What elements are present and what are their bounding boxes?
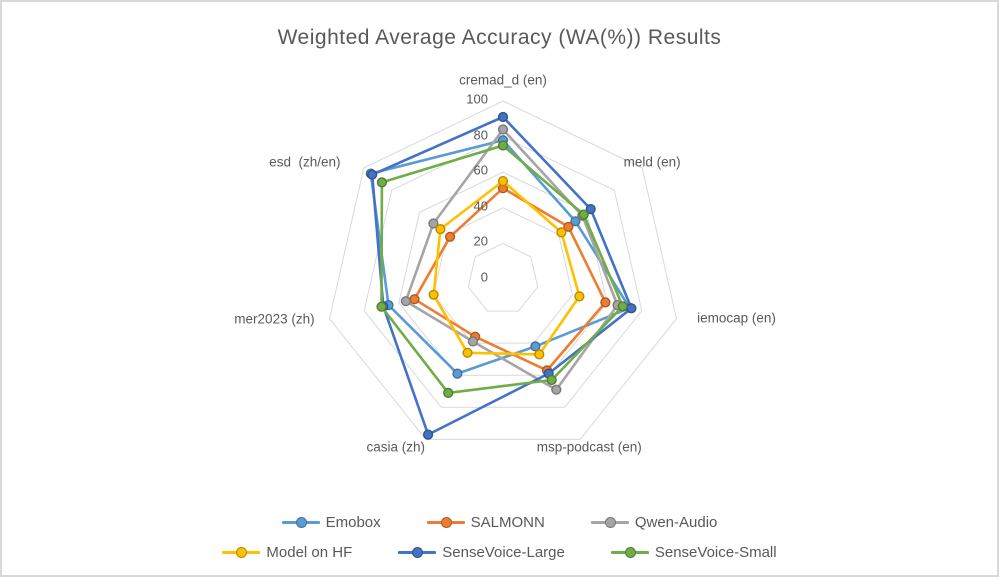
series-model-on-hf-marker-msp-podcast-en: [534, 349, 545, 360]
series-sensevoice-small-line: [380, 144, 625, 395]
series-qwen-audio-line: [404, 128, 619, 392]
legend-label-model-on-hf: Model on HF: [266, 544, 353, 561]
series-sensevoice-large-marker-cremad-d-en: [497, 111, 509, 123]
legend-line-marker-icon: [590, 517, 629, 528]
series-model-on-hf: [428, 176, 585, 360]
gridline-ring-100: [328, 100, 678, 440]
legend-item-sensevoice-small: SenseVoice-Small: [610, 544, 777, 561]
axis-label-meld-en: meld (en): [623, 154, 681, 170]
series-emobox-marker-meld-en: [570, 216, 581, 227]
series-salmonn-marker-meld-en: [563, 221, 574, 232]
series-emobox-marker-msp-podcast-en: [530, 341, 541, 352]
legend-label-emobox: Emobox: [325, 514, 381, 531]
legend-line-marker-icon: [610, 547, 649, 558]
series-sensevoice-small-marker-casia-zh: [443, 387, 454, 399]
series-sensevoice-large-marker-iemocap-en: [626, 303, 637, 314]
series-model-on-hf-marker-mer2023-zh: [428, 289, 439, 300]
legend-row-2: Model on HF SenseVoice-Large SenseVoice-Sm…: [222, 544, 777, 561]
series-sensevoice-large-marker-esd-zh-en: [367, 169, 378, 180]
series-salmonn-marker-iemocap-en: [600, 297, 611, 308]
series-sensevoice-small-marker-msp-podcast-en: [546, 374, 557, 386]
series-model-on-hf-marker-meld-en: [556, 227, 567, 238]
gridline-ring-80: [363, 136, 643, 408]
series-sensevoice-large: [367, 111, 637, 440]
legend-line-marker-icon: [222, 547, 261, 558]
legend-label-salmonn: SALMONN: [470, 514, 545, 531]
series-qwen-audio-marker-msp-podcast-en: [551, 384, 562, 395]
gridline-ring-20: [467, 242, 539, 312]
legend-label-sensevoice-large: SenseVoice-Large: [442, 544, 565, 561]
legend-line-marker-icon: [398, 547, 437, 558]
series-sensevoice-small-marker-meld-en: [578, 209, 589, 220]
legend-row-1: Emobox SALMONN Qwen-Audio: [281, 514, 718, 531]
legend-label-sensevoice-small: SenseVoice-Small: [654, 544, 777, 561]
chart-title: Weighted Average Accuracy (WA(%)) Result…: [277, 26, 722, 49]
series-model-on-hf-marker-casia-zh: [462, 347, 473, 358]
legend-line-marker-icon: [281, 517, 320, 528]
legend-label-qwen-audio: Qwen-Audio: [634, 514, 718, 531]
series-qwen-audio-marker-cremad-d-en: [497, 124, 509, 135]
axis-label-cremad-d-en: cremad_d (en): [459, 72, 547, 88]
axis-label-mer2023-zh: mer2023 (zh): [234, 311, 315, 327]
axis-label-esd-zh-en: esd (zh/en): [269, 154, 341, 170]
series-sensevoice-small-marker-mer2023-zh: [376, 301, 387, 312]
axis-label-casia-zh: casia (zh): [366, 439, 426, 455]
legend: Emobox SALMONN Qwen-Audio Model on HF SenseV…: [2, 514, 997, 561]
series-sensevoice-large-marker-meld-en: [585, 204, 596, 215]
series-sensevoice-small-marker-cremad-d-en: [497, 140, 509, 151]
legend-item-model-on-hf: Model on HF: [222, 544, 352, 561]
radial-tick-label-0: 0: [480, 269, 488, 285]
series-sensevoice-small-marker-esd-zh-en: [376, 177, 388, 188]
axis-label-msp-podcast-en: msp-podcast (en): [536, 439, 642, 455]
radial-tick-label-20: 20: [473, 233, 488, 249]
series-salmonn-marker-mer2023-zh: [409, 294, 420, 305]
series-sensevoice-large-line: [370, 115, 633, 436]
radial-tick-label-40: 40: [473, 198, 488, 214]
legend-item-emobox: Emobox: [281, 514, 381, 531]
series-model-on-hf-marker-cremad-d-en: [497, 176, 509, 187]
radial-tick-label-100: 100: [466, 91, 488, 107]
series-salmonn-marker-esd-zh-en: [445, 231, 456, 242]
legend-item-salmonn: SALMONN: [426, 514, 545, 531]
radial-tick-label-80: 80: [473, 127, 488, 143]
series-sensevoice-large-marker-casia-zh: [423, 429, 434, 440]
axis-label-iemocap-en: iemocap (en): [697, 310, 776, 326]
series-emobox: [365, 135, 635, 379]
series-emobox-marker-casia-zh: [452, 368, 463, 379]
legend-item-qwen-audio: Qwen-Audio: [590, 514, 718, 531]
legend-line-marker-icon: [426, 517, 465, 528]
series-model-on-hf-marker-iemocap-en: [574, 291, 585, 302]
series-qwen-audio-marker-esd-zh-en: [428, 218, 439, 229]
series-sensevoice-small-marker-iemocap-en: [617, 301, 628, 312]
series-model-on-hf-line: [432, 179, 581, 356]
legend-item-sensevoice-large: SenseVoice-Large: [398, 544, 565, 561]
series-qwen-audio-marker-mer2023-zh: [400, 296, 411, 307]
series-sensevoice-small: [376, 140, 628, 399]
series-model-on-hf-marker-esd-zh-en: [435, 224, 446, 235]
series-qwen-audio-marker-casia-zh: [467, 336, 479, 347]
radial-tick-label-60: 60: [473, 162, 488, 178]
